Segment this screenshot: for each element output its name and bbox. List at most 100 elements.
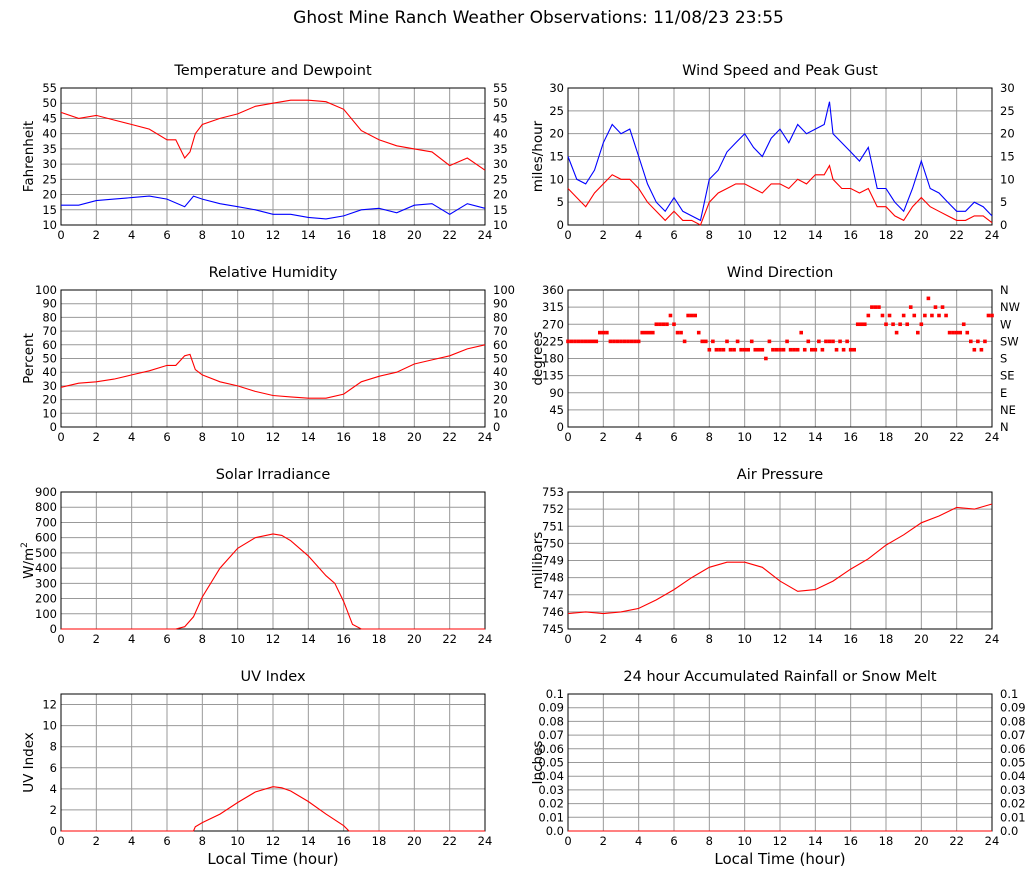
x-tick-label: 8 xyxy=(706,430,713,444)
wind-direction-point xyxy=(940,305,945,309)
wind-direction-point xyxy=(792,347,796,352)
pressure-chart-title: Air Pressure xyxy=(737,467,824,483)
wind-direction-point xyxy=(718,347,722,352)
rain-x-axis-label: Local Time (hour) xyxy=(714,850,845,868)
wind-direction-point xyxy=(594,339,599,344)
y-tick-label: 0.0 xyxy=(546,824,564,838)
y-right-tick-label: SE xyxy=(1000,369,1015,383)
rh-y-axis-label: Percent xyxy=(21,333,37,384)
wind-direction-point xyxy=(686,313,690,318)
y-tick-label: 20 xyxy=(42,188,57,202)
wind-direction-point xyxy=(877,305,881,309)
wind-direction-point xyxy=(767,339,772,344)
x-tick-label: 24 xyxy=(478,834,493,848)
wind-direction-point xyxy=(870,305,874,309)
wind-direction-point xyxy=(721,347,726,352)
temperature-series-line xyxy=(60,99,486,171)
x-tick-label: 12 xyxy=(266,834,281,848)
wind-direction-point xyxy=(700,339,705,344)
y-tick-label: 900 xyxy=(35,485,57,499)
x-tick-label: 16 xyxy=(336,632,351,646)
x-tick-label: 6 xyxy=(163,834,170,848)
wind-direction-point xyxy=(908,305,913,309)
y-tick-label: 20 xyxy=(42,393,57,407)
wind-direction-point xyxy=(781,347,786,352)
y-tick-label: 30 xyxy=(42,157,57,171)
x-tick-label: 18 xyxy=(879,430,894,444)
wind-direction-point xyxy=(863,322,867,327)
x-tick-label: 10 xyxy=(737,632,752,646)
uv-plot-frame xyxy=(60,693,486,832)
wind-direction-point xyxy=(771,347,775,352)
y-right-tick-label: 20 xyxy=(1000,127,1015,141)
wind-direction-point xyxy=(898,322,902,327)
y-right-tick-label: E xyxy=(1000,386,1007,400)
wind-direction-point xyxy=(658,322,662,327)
wind-direction-point xyxy=(848,347,853,352)
y-right-tick-label: S xyxy=(1000,352,1007,366)
y-right-tick-label: 0.06 xyxy=(1000,742,1026,756)
y-tick-label: 100 xyxy=(35,283,57,297)
y-right-tick-label: 15 xyxy=(1000,150,1015,164)
wind-direction-point xyxy=(633,339,637,344)
wind-speed-series-line xyxy=(567,164,993,226)
wind-direction-point xyxy=(845,339,849,344)
x-tick-label: 20 xyxy=(407,228,422,242)
wind-direction-point xyxy=(732,347,736,352)
wind-direction-point xyxy=(615,339,620,344)
x-tick-label: 24 xyxy=(985,632,1000,646)
wind-direction-point xyxy=(576,339,581,344)
x-tick-label: 8 xyxy=(706,834,713,848)
wind-direction-point xyxy=(831,339,835,344)
y-right-tick-label: NW xyxy=(1000,300,1020,314)
y-right-tick-label: W xyxy=(1000,317,1011,331)
y-tick-label: 40 xyxy=(42,127,57,141)
y-tick-label: 0 xyxy=(50,622,57,636)
x-tick-label: 0 xyxy=(57,834,64,848)
y-tick-label: 500 xyxy=(35,546,57,560)
wind-direction-point xyxy=(711,339,715,344)
y-tick-label: 270 xyxy=(542,317,564,331)
x-tick-label: 16 xyxy=(843,632,858,646)
x-tick-label: 20 xyxy=(407,430,422,444)
x-tick-label: 2 xyxy=(93,632,100,646)
x-tick-label: 14 xyxy=(808,834,823,848)
uv-x-axis-label: Local Time (hour) xyxy=(207,850,338,868)
x-tick-label: 10 xyxy=(230,228,245,242)
x-tick-label: 14 xyxy=(808,430,823,444)
x-tick-label: 2 xyxy=(93,228,100,242)
y-tick-label: 0.02 xyxy=(538,797,564,811)
wind-direction-point xyxy=(647,330,652,335)
x-tick-label: 2 xyxy=(93,430,100,444)
y-tick-label: 400 xyxy=(35,561,57,575)
wind-direction-point xyxy=(696,330,701,335)
x-tick-label: 10 xyxy=(230,834,245,848)
x-tick-label: 0 xyxy=(57,228,64,242)
wind-direction-point xyxy=(598,330,602,335)
y-right-tick-label: 100 xyxy=(493,283,515,297)
x-tick-label: 22 xyxy=(442,834,457,848)
y-right-tick-label: 0 xyxy=(1000,218,1007,232)
wind-direction-point xyxy=(622,339,627,344)
y-tick-label: 25 xyxy=(42,172,57,186)
temp-chart-title: Temperature and Dewpoint xyxy=(173,63,372,79)
x-tick-label: 14 xyxy=(301,228,316,242)
y-tick-label: 0.07 xyxy=(538,728,564,742)
x-tick-label: 24 xyxy=(478,632,493,646)
wind-direction-point xyxy=(795,347,800,352)
wind-direction-point xyxy=(972,347,977,352)
rain-y-axis-label: Inches xyxy=(530,741,546,785)
wind-direction-point xyxy=(654,322,659,327)
x-tick-label: 8 xyxy=(199,430,206,444)
x-tick-label: 2 xyxy=(600,632,607,646)
y-right-tick-label: SW xyxy=(1000,334,1019,348)
x-tick-label: 12 xyxy=(773,430,788,444)
x-tick-label: 0 xyxy=(564,228,571,242)
wind-direction-point xyxy=(894,330,899,335)
x-tick-label: 20 xyxy=(914,632,929,646)
wind-direction-point xyxy=(689,313,694,318)
peak-gust-series-line xyxy=(567,101,993,222)
